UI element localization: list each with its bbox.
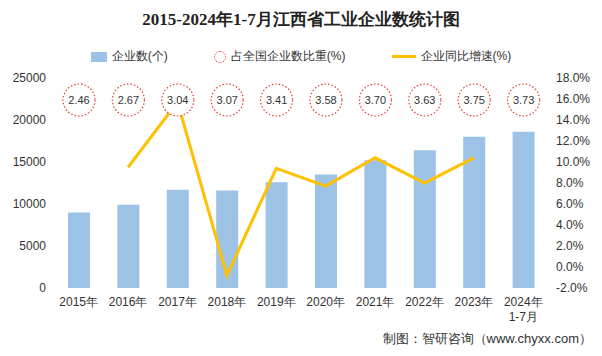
svg-text:-2.0%: -2.0% — [556, 281, 588, 295]
svg-text:3.63: 3.63 — [414, 94, 435, 106]
svg-text:2023年: 2023年 — [455, 295, 494, 309]
svg-text:3.07: 3.07 — [216, 94, 237, 106]
svg-text:3.75: 3.75 — [463, 94, 484, 106]
svg-text:2.0%: 2.0% — [556, 239, 584, 253]
svg-text:2024年1-7月: 2024年1-7月 — [504, 295, 543, 324]
svg-text:2.46: 2.46 — [68, 94, 89, 106]
svg-text:6.0%: 6.0% — [556, 197, 584, 211]
svg-text:2022年: 2022年 — [405, 295, 444, 309]
svg-text:3.58: 3.58 — [315, 94, 336, 106]
svg-text:8.0%: 8.0% — [556, 176, 584, 190]
svg-text:2017年: 2017年 — [158, 295, 197, 309]
svg-text:2021年: 2021年 — [356, 295, 395, 309]
svg-text:0: 0 — [39, 281, 46, 295]
svg-text:3.70: 3.70 — [365, 94, 386, 106]
svg-text:2.67: 2.67 — [118, 94, 139, 106]
svg-text:25000: 25000 — [13, 71, 47, 85]
svg-text:0.0%: 0.0% — [556, 260, 584, 274]
svg-text:2020年: 2020年 — [306, 295, 345, 309]
svg-text:14.0%: 14.0% — [556, 113, 590, 127]
svg-text:10000: 10000 — [13, 197, 47, 211]
svg-text:20000: 20000 — [13, 113, 47, 127]
svg-text:2018年: 2018年 — [208, 295, 247, 309]
html-text:占全国企业数比重(%): 占全国企业数比重(%) — [230, 49, 346, 63]
svg-text:3.73: 3.73 — [513, 94, 534, 106]
svg-text:4.0%: 4.0% — [556, 218, 584, 232]
svg-text:3.04: 3.04 — [167, 94, 188, 106]
html-text:2015-2024年1-7月江西省工业企业数统计图: 2015-2024年1-7月江西省工业企业数统计图 — [142, 10, 460, 29]
svg-text:10.0%: 10.0% — [556, 155, 590, 169]
svg-text:15000: 15000 — [13, 155, 47, 169]
html-text:企业同比增速(%): 企业同比增速(%) — [420, 49, 512, 63]
svg-text:12.0%: 12.0% — [556, 134, 590, 148]
svg-text:2015年: 2015年 — [59, 295, 98, 309]
svg-text:2019年: 2019年 — [257, 295, 296, 309]
html-text:制图：智研咨询（www.chyxx.com）: 制图：智研咨询（www.chyxx.com） — [382, 331, 592, 346]
svg-text:18.0%: 18.0% — [556, 71, 590, 85]
svg-text:3.41: 3.41 — [266, 94, 287, 106]
svg-text:5000: 5000 — [19, 239, 46, 253]
svg-text:16.0%: 16.0% — [556, 92, 590, 106]
svg-text:2016年: 2016年 — [109, 295, 148, 309]
html-text:企业数(个): 企业数(个) — [111, 49, 168, 63]
